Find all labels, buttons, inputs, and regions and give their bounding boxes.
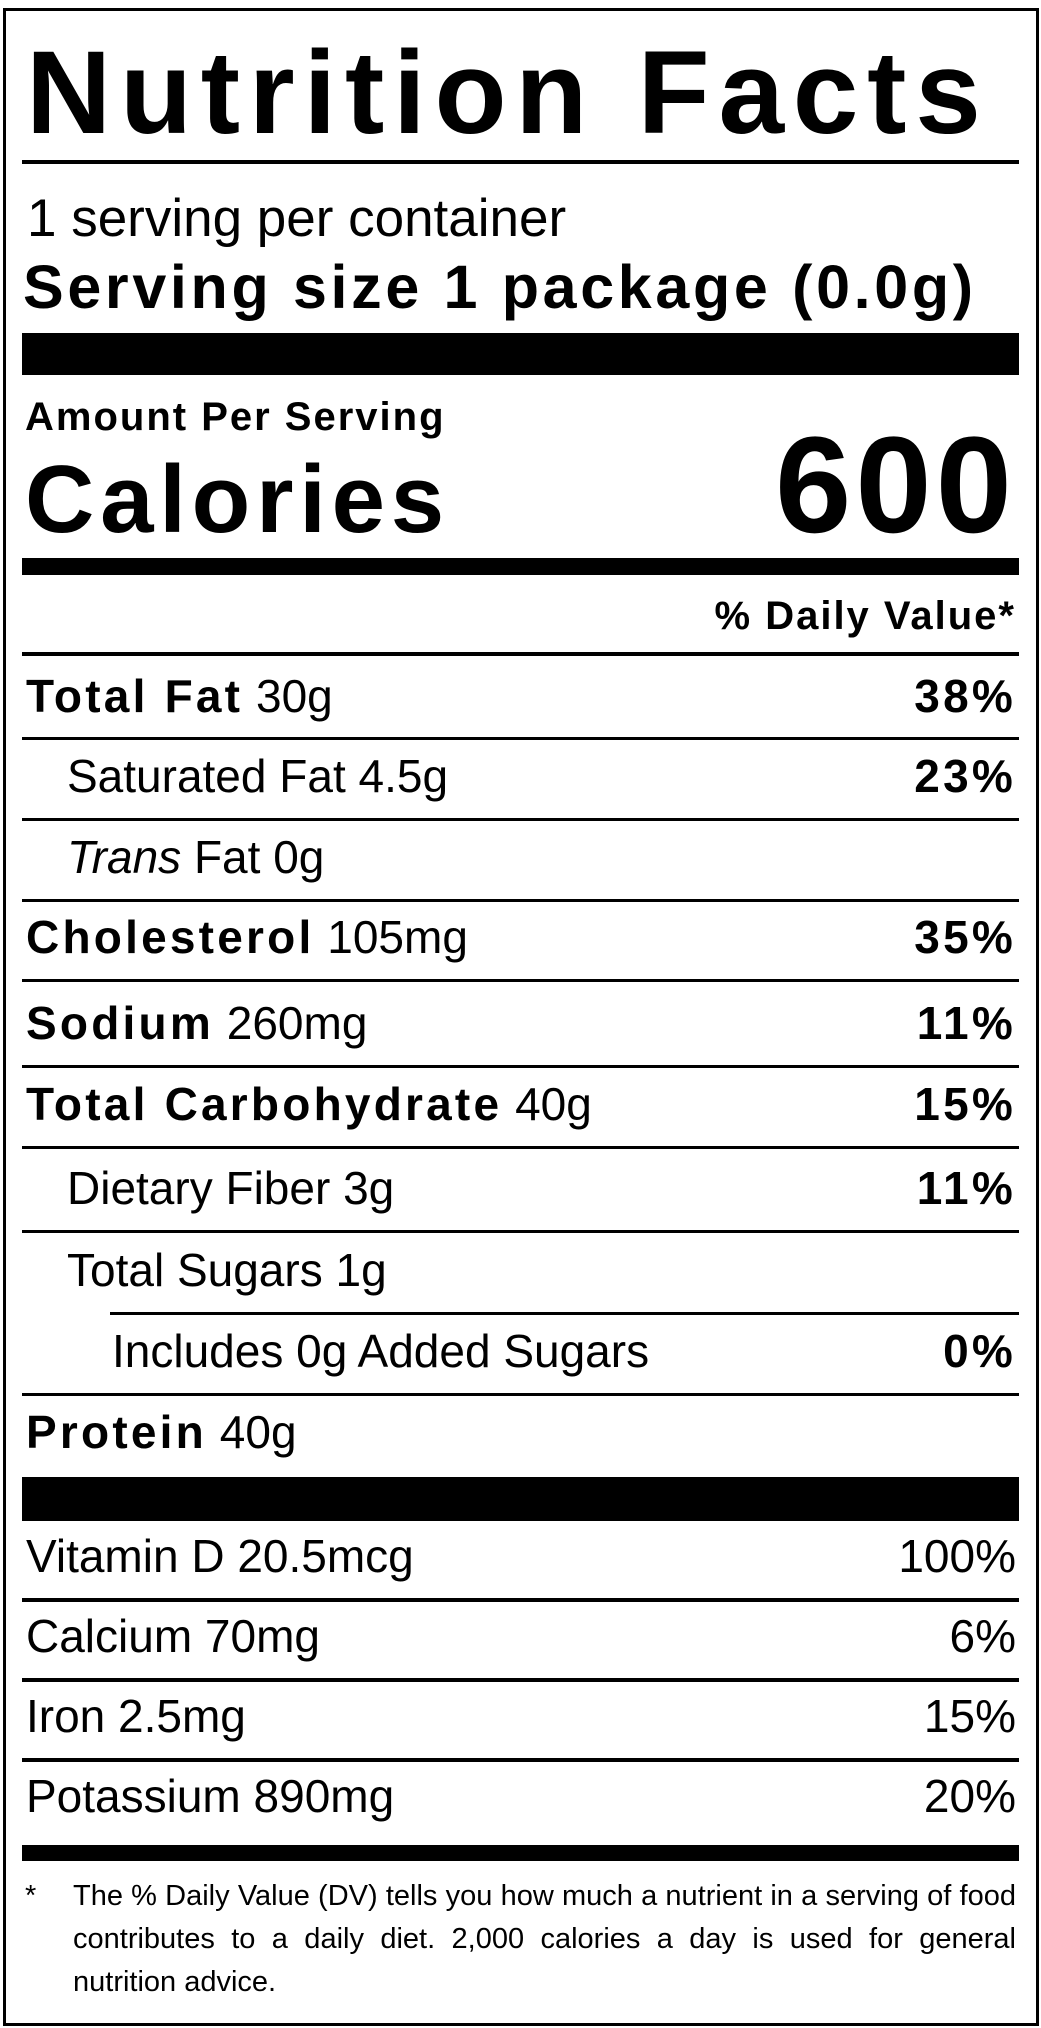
row-divider [22, 1758, 1019, 1762]
nutrient-amount: 1g [335, 1244, 387, 1296]
footnote-marker: * [25, 1880, 37, 1912]
nutrient-row: Trans Fat 0g [67, 834, 324, 880]
row-divider [22, 899, 1019, 902]
nutrient-label: Total Sugars [67, 1244, 323, 1296]
nutrient-label: Total Carbohydrate [26, 1078, 503, 1130]
nutrient-row: Total Carbohydrate 40g [26, 1081, 592, 1127]
label-title: Nutrition Facts [26, 27, 990, 159]
vitamin-label: Iron 2.5mg [26, 1690, 246, 1742]
nutrient-amount: 3g [343, 1162, 395, 1214]
nutrient-daily-value: 38% [914, 670, 1016, 722]
daily-value-header: % Daily Value* [714, 594, 1016, 638]
nutrient-label: Includes 0g Added Sugars [112, 1325, 650, 1377]
nutrient-amount: 0g [273, 831, 325, 883]
row-divider [22, 737, 1019, 740]
nutrient-row: Protein 40g [26, 1409, 297, 1455]
row-divider [22, 1393, 1019, 1396]
nutrient-daily-value: 11% [916, 997, 1016, 1049]
vitamin-daily-value: 6% [949, 1610, 1016, 1662]
vitamin-daily-value: 20% [923, 1770, 1016, 1822]
nutrient-daily-value: 23% [914, 750, 1016, 802]
row-divider [22, 818, 1019, 821]
nutrient-label: Protein [26, 1406, 208, 1458]
row-divider [22, 979, 1019, 982]
nutrient-amount: 30g [256, 670, 333, 722]
nutrient-daily-value: 15% [914, 1078, 1016, 1130]
nutrient-row: Includes 0g Added Sugars [112, 1328, 649, 1374]
nutrient-amount: 105mg [327, 911, 468, 963]
row-divider [22, 1598, 1019, 1602]
nutrient-amount: 40g [219, 1406, 297, 1458]
vitamin-daily-value: 100% [898, 1530, 1016, 1582]
medium-divider [22, 1845, 1019, 1861]
nutrient-row: Sodium 260mg [26, 1000, 367, 1046]
nutrient-amount: 260mg [226, 997, 368, 1049]
servings-per-container: 1 serving per container [27, 189, 567, 248]
nutrient-label: Sodium [26, 997, 214, 1049]
vitamin-label: Potassium 890mg [26, 1770, 395, 1822]
nutrient-daily-value: 11% [916, 1162, 1016, 1214]
nutrition-label-frame [3, 8, 1039, 2026]
amount-per-serving: Amount Per Serving [25, 395, 446, 439]
nutrient-label: Total Fat [26, 670, 244, 722]
row-divider [22, 1678, 1019, 1682]
nutrient-daily-value: 35% [914, 911, 1016, 963]
nutrient-label: Cholesterol [26, 911, 315, 963]
row-divider [110, 1312, 1019, 1315]
calories-label: Calories [25, 446, 450, 553]
divider [22, 652, 1019, 656]
vitamin-label: Calcium 70mg [26, 1610, 320, 1662]
nutrient-label: Dietary Fiber [67, 1162, 331, 1214]
serving-size: Serving size 1 package (0.0g) [23, 253, 977, 321]
nutrient-row: Cholesterol 105mg [26, 914, 468, 960]
nutrient-label: Fat [193, 831, 261, 883]
nutrient-amount: 4.5g [358, 750, 449, 802]
nutrient-row: Saturated Fat 4.5g [67, 753, 448, 799]
thick-divider [22, 333, 1019, 375]
nutrient-row: Total Sugars 1g [67, 1247, 387, 1293]
row-divider [22, 1146, 1019, 1149]
nutrient-row: Total Fat 30g [26, 673, 333, 719]
nutrient-amount: 40g [515, 1078, 592, 1130]
footnote: The % Daily Value (DV) tells you how muc… [73, 1880, 1016, 1998]
nutrient-label-italic: Trans [67, 831, 182, 883]
calories-value: 600 [775, 409, 1016, 562]
row-divider [22, 1065, 1019, 1068]
nutrient-label: Saturated Fat [67, 750, 346, 802]
nutrient-row: Dietary Fiber 3g [67, 1165, 394, 1211]
medium-divider [22, 558, 1019, 575]
nutrient-daily-value: 0% [943, 1325, 1016, 1377]
divider [22, 160, 1019, 164]
row-divider [22, 1230, 1019, 1233]
vitamin-daily-value: 15% [923, 1690, 1016, 1742]
thick-divider [22, 1477, 1019, 1521]
vitamin-label: Vitamin D 20.5mcg [26, 1530, 414, 1582]
